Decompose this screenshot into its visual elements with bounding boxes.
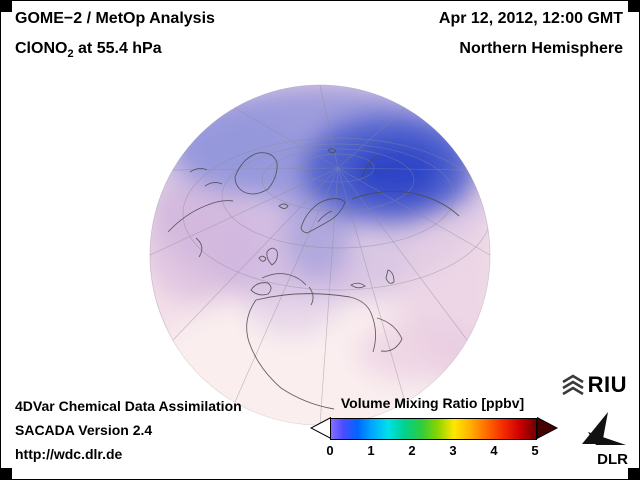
graticule bbox=[150, 85, 490, 425]
title-block: GOME−2 / MetOp Analysis ClONO2 at 55.4 h… bbox=[15, 11, 215, 60]
dlr-logo-icon bbox=[582, 412, 626, 445]
colorbar-left-arrow bbox=[310, 417, 331, 439]
colorbar-tick: 1 bbox=[367, 443, 375, 458]
datetime-block: Apr 12, 2012, 12:00 GMT Northern Hemisph… bbox=[439, 11, 623, 57]
region-label: Northern Hemisphere bbox=[459, 40, 623, 57]
colorbar-tick: 0 bbox=[326, 443, 334, 458]
datetime-label: Apr 12, 2012, 12:00 GMT bbox=[438, 10, 623, 27]
species-subscript: 2 bbox=[67, 48, 74, 61]
colorbar-tick: 3 bbox=[449, 443, 457, 458]
corner-marker-bottom-right bbox=[628, 468, 640, 480]
species-prefix: ClONO bbox=[15, 40, 68, 57]
riu-logo-text: RIU bbox=[587, 372, 627, 397]
corner-marker-top-right bbox=[628, 0, 640, 12]
data-field bbox=[150, 85, 490, 425]
corner-marker-bottom-left bbox=[0, 468, 12, 480]
version-label: SACADA Version 2.4 bbox=[15, 422, 153, 438]
species-level-label: ClONO2 at 55.4 hPa bbox=[15, 41, 215, 60]
riu-logo-icon bbox=[561, 374, 584, 396]
colorbar-right-arrow bbox=[537, 417, 558, 439]
url-label: http://wdc.dlr.de bbox=[15, 446, 123, 462]
dlr-logo: DLR bbox=[564, 410, 628, 468]
corner-marker-top-left bbox=[0, 0, 12, 12]
analysis-title: GOME−2 / MetOp Analysis bbox=[15, 10, 215, 27]
colorbar-gradient bbox=[330, 418, 537, 440]
colorbar-ticks: 0 1 2 3 4 5 bbox=[322, 443, 543, 458]
colorbar-tick: 5 bbox=[531, 443, 539, 458]
colorbar-title: Volume Mixing Ratio [ppbv] bbox=[340, 395, 525, 411]
coastlines bbox=[167, 148, 460, 410]
assimilation-label: 4DVar Chemical Data Assimilation bbox=[15, 398, 242, 414]
species-suffix: at 55.4 hPa bbox=[73, 40, 162, 57]
riu-logo: RIU bbox=[561, 372, 627, 398]
colorbar-tick: 2 bbox=[408, 443, 416, 458]
credits-block: 4DVar Chemical Data Assimilation SACADA … bbox=[15, 399, 242, 471]
colorbar-tick: 4 bbox=[490, 443, 498, 458]
dlr-logo-text: DLR bbox=[597, 451, 628, 468]
